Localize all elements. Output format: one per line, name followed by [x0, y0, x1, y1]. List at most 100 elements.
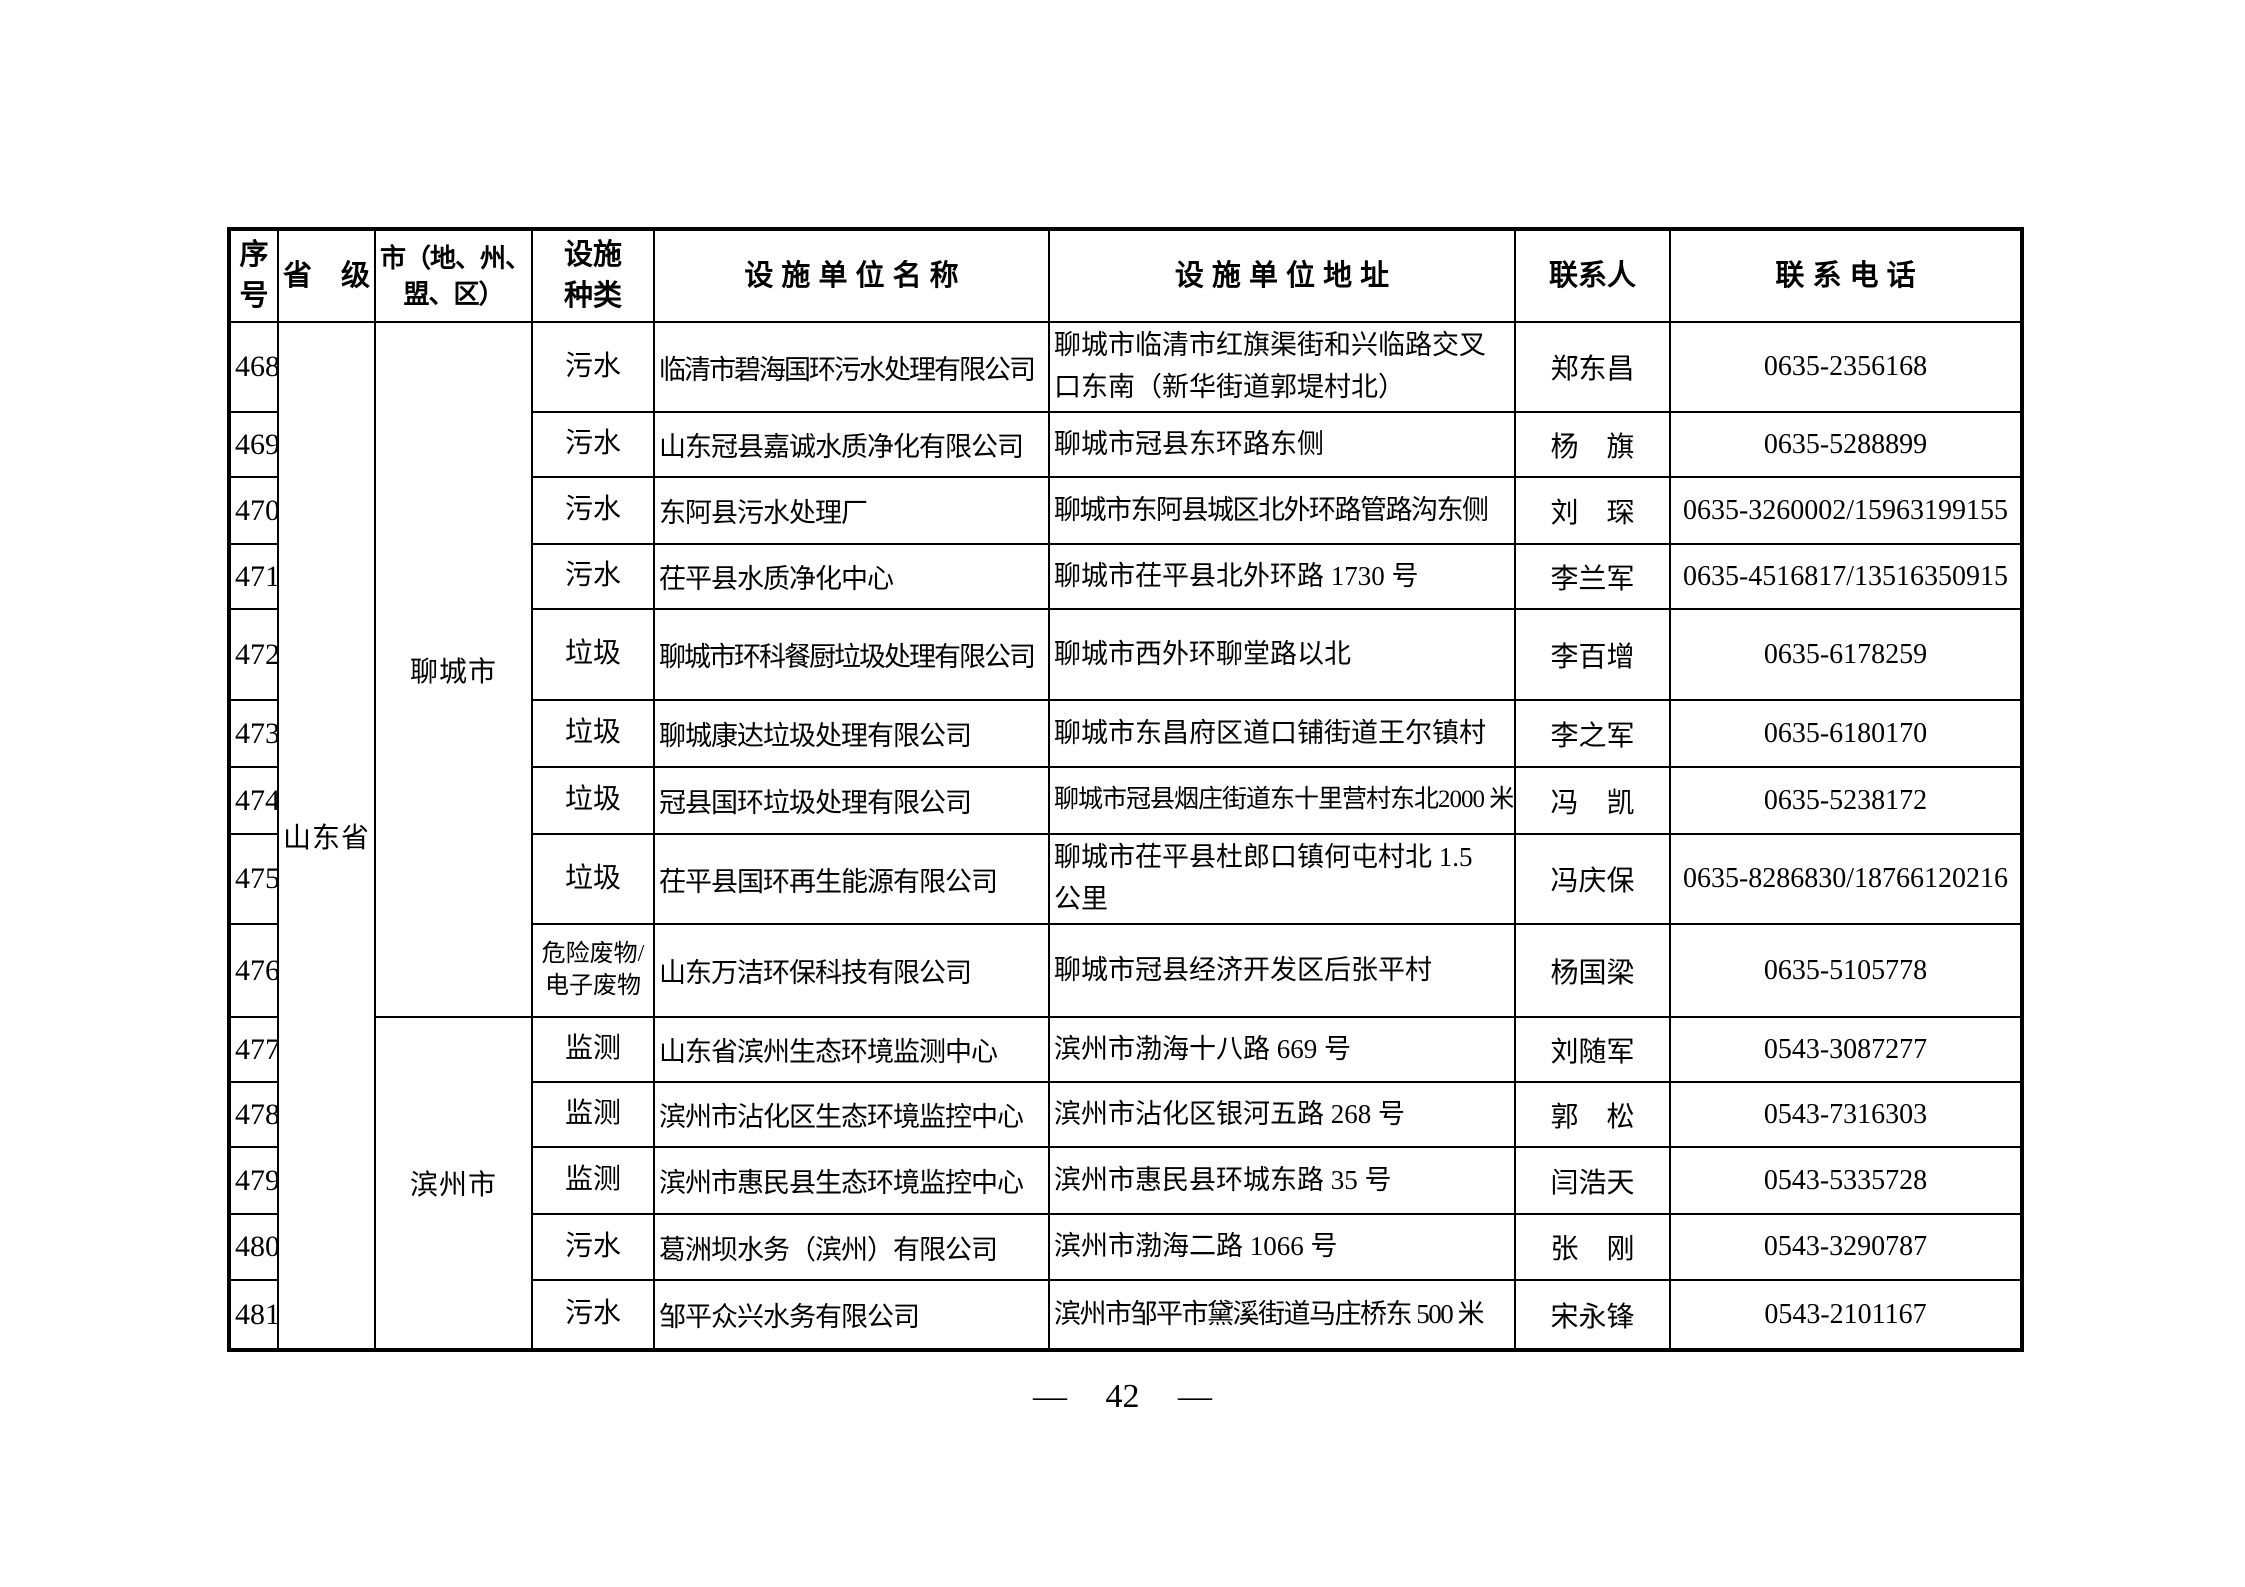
facility-name-cell: 聊城市环科餐厨垃圾处理有限公司 — [653, 608, 1050, 701]
contact-person-cell: 杨 旗 — [1514, 411, 1671, 478]
facility-name-cell: 滨州市惠民县生态环境监控中心 — [653, 1146, 1050, 1215]
table-row: 471 污水 茌平县水质净化中心 聊城市茌平县北外环路 1730 号李兰军 0635-4… — [228, 543, 2023, 610]
facility-table-body: 468 山东省 聊城市 污水 临清市碧海国环污水处理有限公司 聊城市临清市红旗渠街和兴临路… — [228, 321, 2023, 1351]
serial-number-cell: 477 — [228, 1016, 279, 1083]
facility-address-cell: 聊城市东阿县城区北外环路管路沟东侧 — [1048, 476, 1516, 545]
facility-address-cell: 聊城市冠县烟庄街道东十里营村东北2000 米 — [1048, 766, 1516, 835]
facility-name-cell: 聊城康达垃圾处理有限公司 — [653, 699, 1050, 768]
contact-phone-cell: 0635-5288899 — [1669, 411, 2023, 478]
contact-person-cell: 冯 凯 — [1514, 766, 1671, 835]
header-row: 序 号 省 级 市（地、州、 盟、区） 设施 种类 设 施 单 位 名 称 设 … — [228, 228, 2023, 323]
city-cell: 滨州市 — [374, 1016, 533, 1351]
table-row: 473 垃圾 聊城康达垃圾处理有限公司 聊城市东昌府区道口铺街道王尔镇村 李之军 0635… — [228, 699, 2023, 768]
facility-address-cell: 聊城市东昌府区道口铺街道王尔镇村 — [1048, 699, 1516, 768]
table-row: 468 山东省 聊城市 污水 临清市碧海国环污水处理有限公司 聊城市临清市红旗渠街和兴临路… — [228, 321, 2023, 1351]
serial-number-cell: 478 — [228, 1081, 279, 1148]
table-row: 469 污水 山东冠县嘉诚水质净化有限公司 聊城市冠县东环路东侧杨 旗 0635-528… — [228, 411, 2023, 478]
facility-address-cell: 聊城市冠县东环路东侧 — [1048, 411, 1516, 478]
contact-person-cell: 郭 松 — [1514, 1081, 1671, 1148]
facility-address-cell: 滨州市渤海十八路 669 号 — [1048, 1016, 1516, 1083]
province-cell: 山东省 — [277, 321, 376, 1351]
contact-phone-cell: 0543-7316303 — [1669, 1081, 2023, 1148]
contact-phone-cell: 0635-6180170 — [1669, 699, 2023, 768]
table-row: 475 垃圾 茌平县国环再生能源有限公司 聊城市茌平县杜郎口镇何屯村北 1.5 公里冯… — [228, 833, 2023, 925]
facility-address-cell: 滨州市邹平市黛溪街道马庄桥东 500 米 — [1048, 1279, 1516, 1351]
serial-number-cell: 469 — [228, 411, 279, 478]
facility-address-cell: 聊城市西外环聊堂路以北 — [1048, 608, 1516, 701]
facility-address-cell: 滨州市沾化区银河五路 268 号 — [1048, 1081, 1516, 1148]
serial-number-cell: 475 — [228, 833, 279, 925]
serial-number-cell: 468 — [228, 321, 279, 413]
facility-table: 序 号 省 级 市（地、州、 盟、区） 设施 种类 设 施 单 位 名 称 设 … — [227, 227, 2024, 1352]
serial-number-cell: 470 — [228, 476, 279, 545]
facility-name-cell: 邹平众兴水务有限公司 — [653, 1279, 1050, 1351]
facility-name-cell: 山东省滨州生态环境监测中心 — [653, 1016, 1050, 1083]
contact-person-cell: 冯庆保 — [1514, 833, 1671, 925]
facility-type-cell: 污水 — [531, 1213, 655, 1281]
facility-address-cell: 聊城市临清市红旗渠街和兴临路交叉 口东南（新华街道郭堤村北） — [1048, 321, 1516, 413]
facility-type-cell: 污水 — [531, 321, 655, 413]
contact-person-cell: 杨国梁 — [1514, 923, 1671, 1018]
facility-name-cell: 山东万洁环保科技有限公司 — [653, 923, 1050, 1018]
serial-number-cell: 476 — [228, 923, 279, 1018]
header-facility-type: 设施 种类 — [531, 228, 655, 323]
facility-type-cell: 垃圾 — [531, 766, 655, 835]
table-row: 477 滨州市 监测 山东省滨州生态环境监测中心 滨州市渤海十八路 669 号刘随军 05… — [228, 1016, 2023, 1351]
city-cell: 聊城市 — [374, 321, 533, 1018]
serial-number-cell: 479 — [228, 1146, 279, 1215]
facility-address-cell: 聊城市茌平县北外环路 1730 号 — [1048, 543, 1516, 610]
facility-type-cell: 污水 — [531, 543, 655, 610]
facility-name-cell: 葛洲坝水务（滨州）有限公司 — [653, 1213, 1050, 1281]
serial-number-cell: 471 — [228, 543, 279, 610]
table-row: 472 垃圾 聊城市环科餐厨垃圾处理有限公司 聊城市西外环聊堂路以北 李百增 0635-6… — [228, 608, 2023, 701]
page-number: 42 — [1105, 1378, 1140, 1415]
contact-phone-cell: 0635-8286830/18766120216 — [1669, 833, 2023, 925]
facility-type-cell: 垃圾 — [531, 608, 655, 701]
facility-address-cell: 滨州市惠民县环城东路 35 号 — [1048, 1146, 1516, 1215]
table-row: 479 监测 滨州市惠民县生态环境监控中心 滨州市惠民县环城东路 35 号闫浩天 054… — [228, 1146, 2023, 1215]
contact-phone-cell: 0635-2356168 — [1669, 321, 2023, 413]
table-row: 474 垃圾 冠县国环垃圾处理有限公司 聊城市冠县烟庄街道东十里营村东北2000 米冯… — [228, 766, 2023, 835]
header-province: 省 级 — [277, 228, 376, 323]
footer-left-dash: — — [1033, 1378, 1067, 1415]
contact-person-cell: 闫浩天 — [1514, 1146, 1671, 1215]
table-row: 481 污水 邹平众兴水务有限公司 滨州市邹平市黛溪街道马庄桥东 500 米宋永锋 05… — [228, 1279, 2023, 1351]
contact-phone-cell: 0543-5335728 — [1669, 1146, 2023, 1215]
table-header: 序 号 省 级 市（地、州、 盟、区） 设施 种类 设 施 单 位 名 称 设 … — [228, 228, 2023, 323]
header-facility-name: 设 施 单 位 名 称 — [653, 228, 1050, 323]
contact-person-cell: 李兰军 — [1514, 543, 1671, 610]
facility-type-cell: 垃圾 — [531, 699, 655, 768]
facility-name-cell: 茌平县水质净化中心 — [653, 543, 1050, 610]
facility-type-cell: 垃圾 — [531, 833, 655, 925]
facility-address-cell: 聊城市茌平县杜郎口镇何屯村北 1.5 公里 — [1048, 833, 1516, 925]
serial-number-cell: 480 — [228, 1213, 279, 1281]
header-city: 市（地、州、 盟、区） — [374, 228, 533, 323]
facility-type-cell: 监测 — [531, 1146, 655, 1215]
serial-number-cell: 472 — [228, 608, 279, 701]
header-contact-phone: 联 系 电 话 — [1669, 228, 2023, 323]
facility-type-cell: 污水 — [531, 476, 655, 545]
facility-name-cell: 临清市碧海国环污水处理有限公司 — [653, 321, 1050, 413]
contact-phone-cell: 0635-6178259 — [1669, 608, 2023, 701]
facility-name-cell: 东阿县污水处理厂 — [653, 476, 1050, 545]
contact-phone-cell: 0543-3087277 — [1669, 1016, 2023, 1083]
contact-person-cell: 刘 琛 — [1514, 476, 1671, 545]
contact-phone-cell: 0635-5238172 — [1669, 766, 2023, 835]
contact-person-cell: 刘随军 — [1514, 1016, 1671, 1083]
page-footer: — 42 — — [0, 1378, 2245, 1416]
table-row: 478 监测 滨州市沾化区生态环境监控中心 滨州市沾化区银河五路 268 号郭 松 05… — [228, 1081, 2023, 1148]
table-row: 480 污水 葛洲坝水务（滨州）有限公司 滨州市渤海二路 1066 号张 刚 0543-… — [228, 1213, 2023, 1281]
facility-type-cell: 监测 — [531, 1081, 655, 1148]
facility-name-cell: 冠县国环垃圾处理有限公司 — [653, 766, 1050, 835]
table-row: 470 污水 东阿县污水处理厂 聊城市东阿县城区北外环路管路沟东侧刘 琛 0635-32… — [228, 476, 2023, 545]
contact-phone-cell: 0635-5105778 — [1669, 923, 2023, 1018]
contact-person-cell: 李百增 — [1514, 608, 1671, 701]
facility-name-cell: 茌平县国环再生能源有限公司 — [653, 833, 1050, 925]
contact-person-cell: 张 刚 — [1514, 1213, 1671, 1281]
header-serial-number: 序 号 — [228, 228, 279, 323]
facility-name-cell: 滨州市沾化区生态环境监控中心 — [653, 1081, 1050, 1148]
facility-address-cell: 聊城市冠县经济开发区后张平村 — [1048, 923, 1516, 1018]
contact-phone-cell: 0543-3290787 — [1669, 1213, 2023, 1281]
header-facility-address: 设 施 单 位 地 址 — [1048, 228, 1516, 323]
serial-number-cell: 473 — [228, 699, 279, 768]
